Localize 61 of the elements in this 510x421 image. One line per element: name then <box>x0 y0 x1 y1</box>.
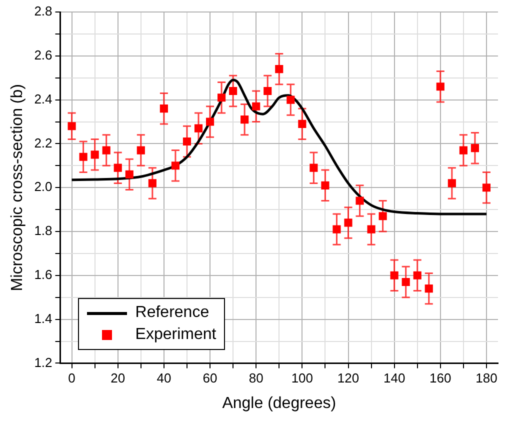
point <box>402 278 410 286</box>
point <box>367 225 376 234</box>
legend-label: Experiment <box>135 325 216 346</box>
x-tick-label: 40 <box>156 370 172 386</box>
y-tick-label: 2.6 <box>34 47 52 62</box>
point <box>252 102 260 110</box>
point <box>424 284 433 293</box>
point <box>136 146 145 154</box>
point <box>413 271 422 280</box>
point <box>160 104 168 113</box>
point <box>390 271 398 280</box>
point <box>378 212 387 220</box>
x-tick-label: 80 <box>248 370 264 386</box>
point <box>448 179 456 188</box>
y-axis-title: Microscopic cross-section (b) <box>9 84 26 292</box>
y-tick-label: 1.6 <box>34 266 52 282</box>
x-tick-label: 180 <box>476 370 498 386</box>
point <box>459 146 468 154</box>
point <box>171 162 180 170</box>
y-tick-label: 1.2 <box>34 354 52 370</box>
point <box>206 118 214 126</box>
x-tick-label: 140 <box>383 370 406 386</box>
y-tick-label: 2.0 <box>34 179 52 194</box>
point <box>286 96 295 104</box>
line-series <box>70 78 488 216</box>
x-axis-title: Angle (degrees) <box>222 394 336 412</box>
y-tick-label: 2.8 <box>34 4 52 19</box>
point <box>240 116 249 124</box>
point <box>68 122 76 130</box>
point <box>102 146 110 154</box>
point <box>79 152 88 161</box>
point <box>332 225 341 234</box>
x-tick-label: 20 <box>110 370 126 386</box>
point <box>298 120 306 128</box>
legend-label: Reference <box>135 303 210 324</box>
point <box>90 150 99 159</box>
point <box>218 94 226 102</box>
x-tick-label: 100 <box>291 370 314 386</box>
point <box>148 179 156 188</box>
y-tick-label: 2.2 <box>34 135 52 150</box>
point <box>275 65 284 74</box>
point <box>229 86 238 96</box>
point <box>194 124 203 132</box>
point <box>321 181 330 190</box>
y-tick-label: 1.8 <box>34 223 52 238</box>
x-tick-label: 160 <box>430 370 452 386</box>
y-tick-label: 2.4 <box>34 91 52 106</box>
point <box>114 164 122 172</box>
point <box>182 137 192 146</box>
x-tick-label: 0 <box>68 370 76 386</box>
x-tick-label: 120 <box>337 370 360 386</box>
y-tick-label: 1.4 <box>34 310 52 326</box>
point <box>470 144 479 152</box>
x-tick-label: 60 <box>202 370 218 386</box>
point <box>344 218 352 227</box>
point <box>310 164 318 172</box>
point <box>356 196 364 205</box>
point <box>482 184 491 192</box>
point <box>125 170 134 178</box>
point <box>436 82 444 91</box>
point <box>264 86 272 96</box>
